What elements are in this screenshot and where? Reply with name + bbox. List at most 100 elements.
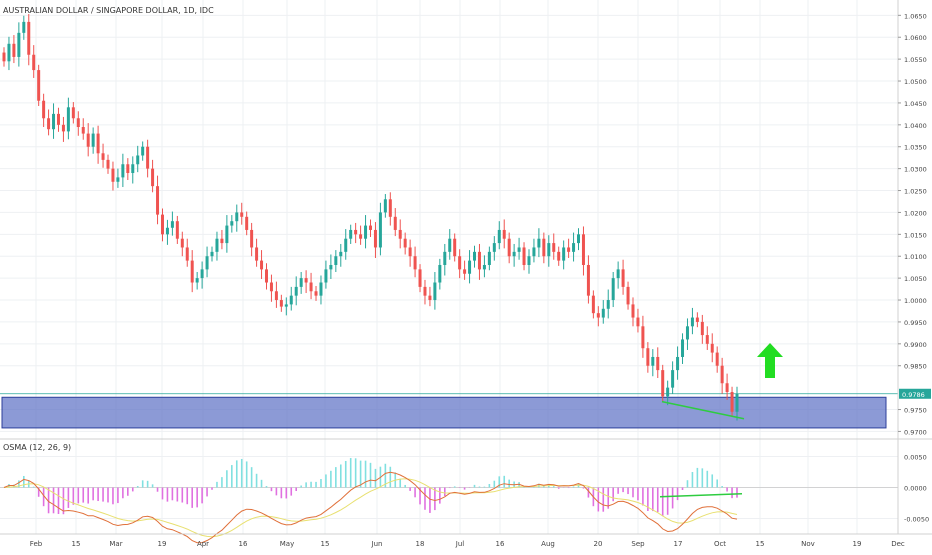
candle [705,326,709,350]
candle-body [61,124,65,132]
candle [621,259,625,295]
y-tick-label: 1.0200 [904,209,927,217]
candle-body [86,133,90,147]
candle-body [438,264,442,283]
x-tick-label: Nov [801,540,815,548]
candle-body [76,118,80,128]
support-zone [1,396,887,429]
candle-body [512,251,516,257]
candle-body [180,238,184,248]
y-tick-label: 1.0050 [904,275,927,283]
candle [250,222,254,257]
candle-body [705,335,709,344]
x-tick-label: 16 [496,540,505,548]
candle [477,243,481,280]
candle-body [205,256,209,270]
candle-body [601,308,605,318]
candle-body [215,238,219,252]
osma-y-tick-label: 0.0000 [904,485,927,493]
candle-body [364,225,368,239]
candle-body [463,269,467,274]
candle [532,238,536,263]
candle-body [245,216,249,230]
candle [56,107,60,132]
x-tick-label: 15 [321,540,330,548]
candle-body [284,304,288,307]
candle [126,158,130,181]
candle [418,264,422,293]
candle [393,208,397,237]
candle [304,270,308,294]
candle [527,249,531,274]
candle [131,156,135,184]
candle-body [314,291,318,296]
x-tick-label: 19 [853,540,862,548]
candle-body [482,264,486,270]
candle-body [676,356,680,371]
candle [200,261,204,289]
candle [235,204,239,232]
y-tick-label: 1.0000 [904,297,927,305]
price-divergence-line [661,400,745,420]
candle [269,274,273,302]
candle-body [468,260,472,274]
candle [596,306,600,327]
candle [156,175,160,225]
y-tick-label: 1.0500 [904,78,927,86]
candle-body [720,365,724,384]
candle-body [453,238,457,257]
candle [240,202,244,225]
candle-body [398,229,402,239]
candle [458,249,462,279]
candle [37,64,41,106]
candle [695,312,699,328]
candle [735,386,739,421]
candle-body [557,251,561,261]
candle [641,315,645,358]
candle-body [542,238,546,257]
candle [512,243,516,267]
candle-body [403,238,407,248]
candle-body [661,370,665,397]
candle [398,219,402,249]
candle [487,246,491,271]
candle [151,159,155,193]
candle [463,260,467,280]
x-tick-label: 16 [239,540,248,548]
candle [616,261,620,289]
candle [443,243,447,276]
candle-body [185,247,189,261]
candle [413,246,417,278]
candle-body [190,260,194,283]
candle-body [101,153,105,160]
candle-body [492,243,496,252]
candle [96,125,100,164]
candle-body [12,43,16,57]
candle-body [552,243,556,252]
candle [294,276,298,306]
candle [170,211,174,236]
candle [383,194,387,218]
y-tick-label: 0.9950 [904,319,927,327]
candle-body [621,269,625,287]
candle-body [349,229,353,239]
candle [339,243,343,267]
y-tick-label: 1.0250 [904,188,927,196]
candle-body [22,21,26,33]
candle-body [264,269,268,283]
candle [329,254,333,280]
candle [66,97,70,140]
y-tick-label: 1.0650 [904,12,927,20]
candle-body [136,155,140,165]
candle-body [220,238,224,244]
candle-body [200,269,204,279]
candle-body [329,264,333,270]
candle-body [507,238,511,257]
candle [7,36,11,71]
candle-body [255,247,259,261]
candle [438,258,442,290]
candle [572,232,576,262]
candle-body [537,238,541,248]
x-tick-label: 20 [594,540,603,548]
